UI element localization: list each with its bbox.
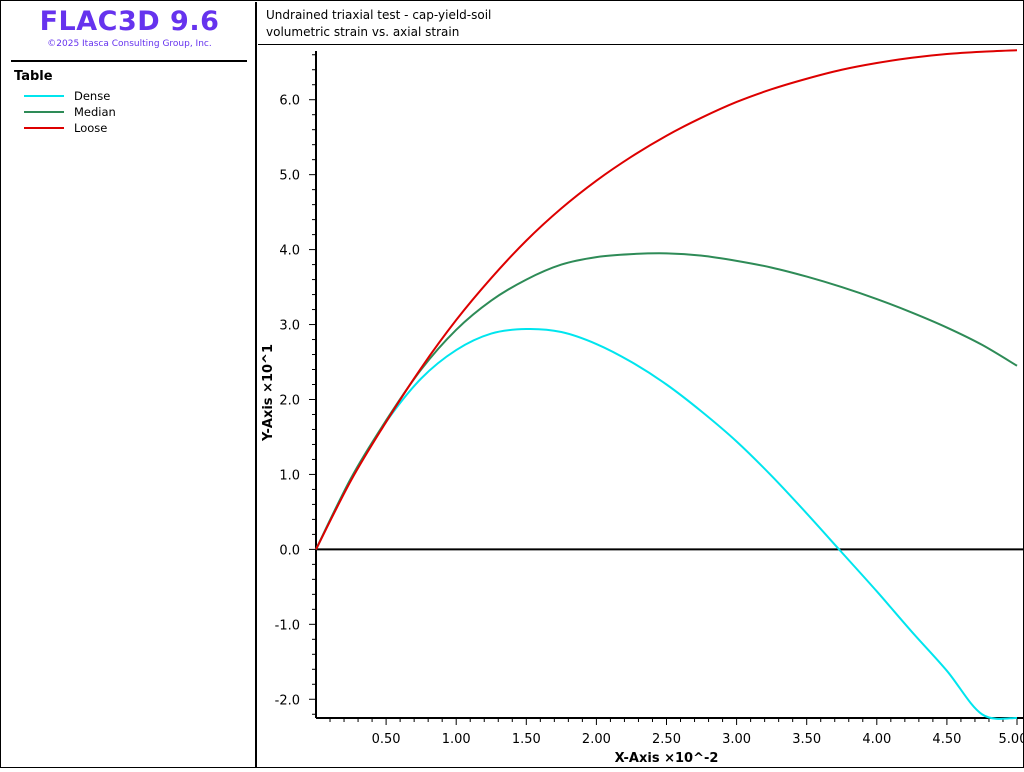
legend-swatch-loose	[24, 127, 64, 129]
y-tick-label: 6.0	[279, 94, 300, 109]
y-tick-label: -1.0	[275, 618, 300, 633]
y-tick-label: 0.0	[279, 543, 300, 558]
y-tick-label: 3.0	[279, 319, 300, 334]
brand-copyright: ©2025 Itasca Consulting Group, Inc.	[47, 39, 212, 49]
x-tick-label: 4.00	[862, 732, 891, 747]
x-tick-label: 0.50	[372, 732, 401, 747]
legend-panel: FLAC3D 9.6 ©2025 Itasca Consulting Group…	[2, 2, 257, 768]
y-tick-label: 1.0	[279, 468, 300, 483]
brand-divider	[11, 60, 247, 62]
plot-title-block: Undrained triaxial test - cap-yield-soil…	[266, 7, 491, 41]
x-tick-label: 2.50	[652, 732, 681, 747]
series-line-dense	[315, 327, 1018, 720]
legend-item-median: Median	[24, 104, 116, 120]
plot-subtitle: volumetric strain vs. axial strain	[266, 25, 460, 39]
axes-layer	[309, 51, 1023, 725]
legend-item-dense: Dense	[24, 88, 116, 104]
x-axis-label: X-Axis ×10^-2	[615, 751, 719, 766]
y-tick-label: -2.0	[275, 693, 300, 708]
series-line-loose	[315, 49, 1018, 550]
legend-label-dense: Dense	[74, 89, 111, 103]
chart-svg: -2.0 -1.0 0.0 1.0 2.0 3.0 4.0 5.0 6.0 0.50 1.00 1.5…	[261, 49, 1024, 766]
plot-title: Undrained triaxial test - cap-yield-soil	[266, 8, 492, 22]
legend-title: Table	[14, 69, 53, 84]
y-tick-label: 5.0	[279, 169, 300, 184]
brand-title: FLAC3D 9.6	[39, 6, 220, 37]
x-tick-label: 2.00	[582, 732, 611, 747]
legend-swatch-dense	[24, 95, 64, 97]
x-tick-label: 1.00	[442, 732, 471, 747]
x-tick-label: 3.50	[792, 732, 821, 747]
legend-label-loose: Loose	[74, 121, 108, 135]
x-tick-label: 1.50	[512, 732, 541, 747]
y-tick-label: 2.0	[279, 393, 300, 408]
series-layer	[315, 49, 1018, 720]
y-tick-label: 4.0	[279, 244, 300, 259]
legend-swatch-median	[24, 111, 64, 113]
legend-list: Dense Median Loose	[24, 88, 116, 136]
x-tick-label: 3.00	[722, 732, 751, 747]
brand: FLAC3D 9.6 ©2025 Itasca Consulting Group…	[2, 4, 257, 50]
plot-header: Undrained triaxial test - cap-yield-soil…	[258, 2, 1024, 45]
x-tick-label: 5.00	[999, 732, 1024, 747]
legend-label-median: Median	[74, 105, 116, 119]
series-line-median	[315, 252, 1018, 550]
plot-area: -2.0 -1.0 0.0 1.0 2.0 3.0 4.0 5.0 6.0 0.50 1.00 1.5…	[258, 46, 1024, 768]
legend-item-loose: Loose	[24, 120, 116, 136]
y-axis-label: Y-Axis ×10^1	[261, 344, 276, 442]
labels-layer: -2.0 -1.0 0.0 1.0 2.0 3.0 4.0 5.0 6.0 0.50 1.00 1.5…	[261, 94, 1024, 766]
x-tick-label: 4.50	[932, 732, 961, 747]
